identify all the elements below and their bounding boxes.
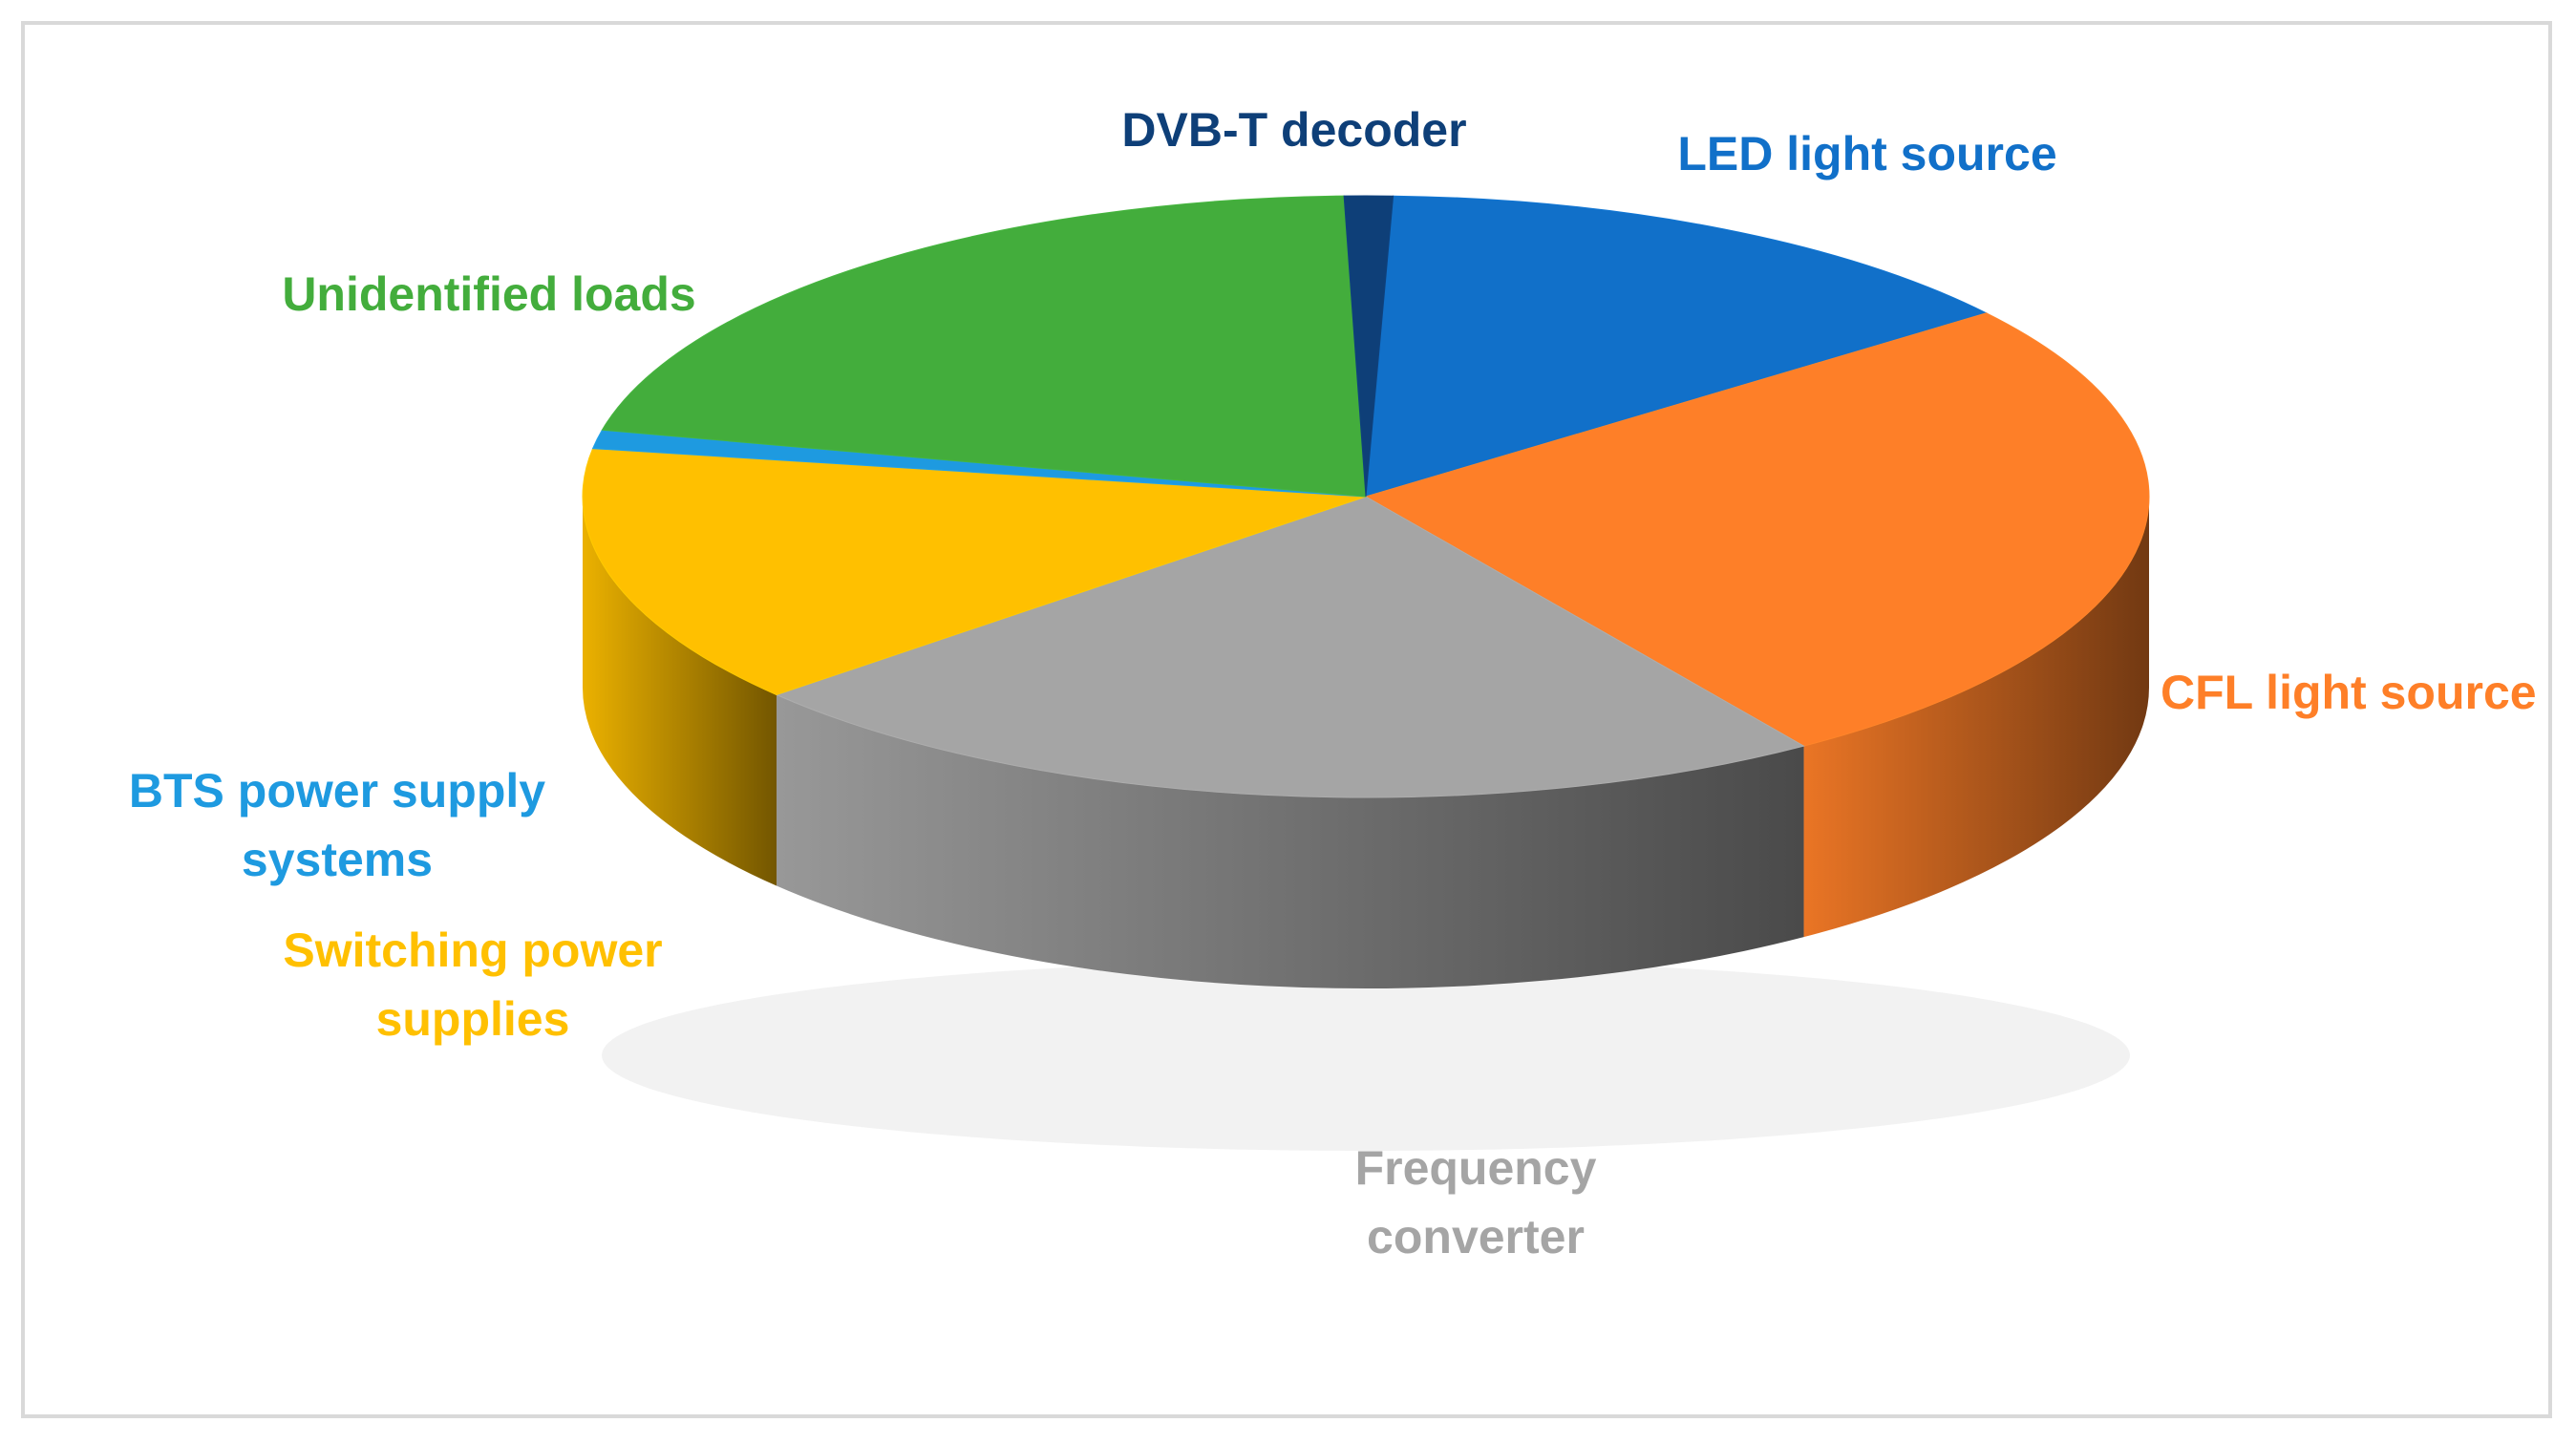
slice-label-line: supplies — [376, 992, 570, 1046]
slice-label-line: converter — [1367, 1210, 1585, 1264]
pie-slice — [582, 448, 1367, 696]
pie-slice — [1364, 312, 2150, 747]
slice-label-line: CFL light source — [2161, 666, 2537, 719]
slice-label: Unidentified loads — [282, 267, 695, 321]
slice-label-line: DVB-T decoder — [1121, 103, 1466, 157]
slice-label: LED light source — [1677, 127, 2056, 180]
slice-label: CFL light source — [2161, 666, 2537, 719]
slice-label-line: BTS power supply — [129, 764, 545, 818]
pie-side-3 — [583, 497, 777, 886]
slice-label: Frequency converter — [1355, 1141, 1597, 1264]
slice-label: Switching power supplies — [283, 924, 662, 1046]
pie-slice — [601, 195, 1367, 498]
pie-side-1 — [1803, 497, 2149, 938]
slice-label-line: LED light source — [1677, 127, 2056, 180]
pie-sides — [583, 497, 2149, 988]
pie-slice — [1343, 195, 1394, 498]
pie-slice — [775, 496, 1805, 798]
pie-side-2 — [777, 694, 1804, 988]
pie-slice — [1365, 195, 1989, 498]
slice-label-line: Unidentified loads — [282, 267, 695, 321]
pie-shadow — [602, 960, 2130, 1151]
slice-label: BTS power supply systems — [129, 764, 545, 886]
slice-label-line: Frequency — [1355, 1141, 1597, 1195]
slice-labels: LED light source CFL light source Frequenc… — [129, 103, 2537, 1264]
slice-label-line: systems — [242, 833, 433, 886]
slice-label: DVB-T decoder — [1121, 103, 1466, 157]
slice-label-line: Switching power — [283, 924, 662, 977]
pie-top — [582, 195, 2150, 798]
